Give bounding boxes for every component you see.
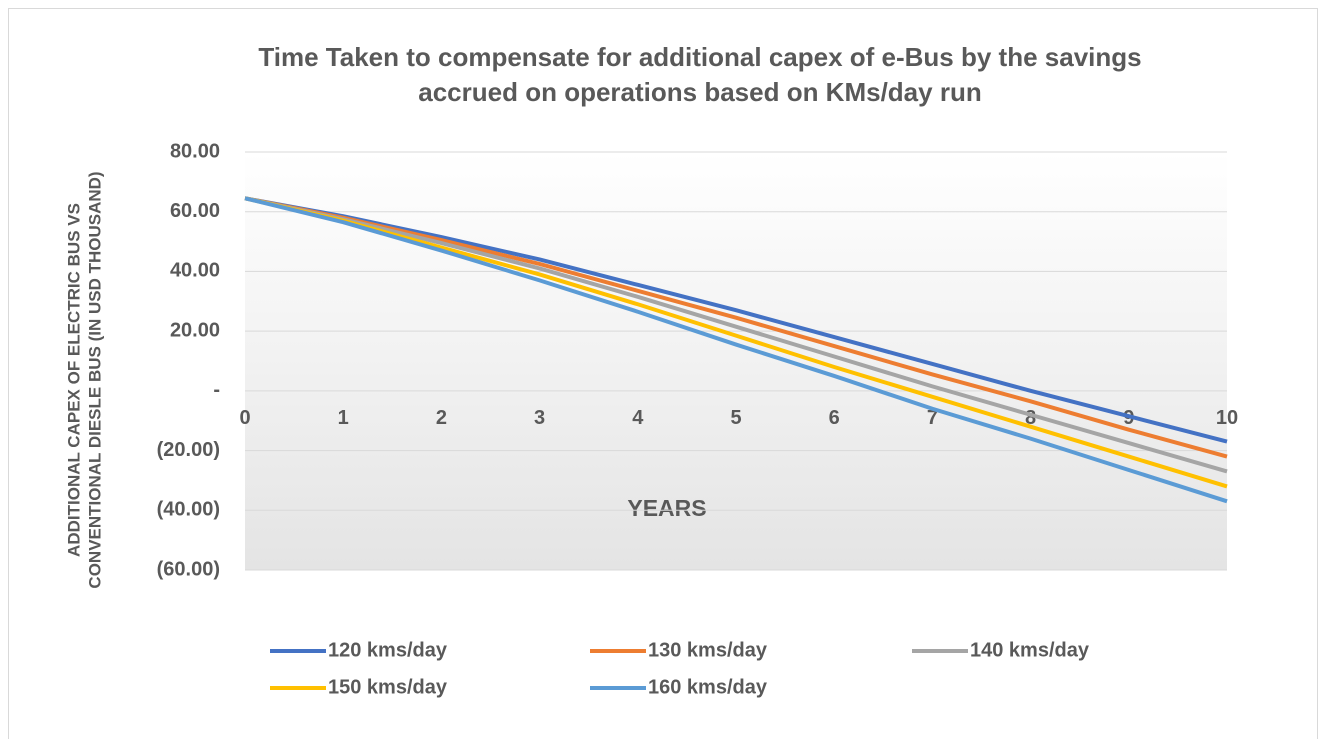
x-tick-label: 7 [927,407,938,429]
legend-label: 140 kms/day [970,639,1090,661]
legend-label: 160 kms/day [648,676,768,698]
y-tick-label: 80.00 [170,140,220,162]
x-tick-label: 4 [632,407,644,429]
series-line [244,196,1228,489]
x-tick-label: 10 [1216,407,1238,429]
y-tick-label: (40.00) [157,499,220,521]
y-tick-label: 20.00 [170,319,220,341]
y-tick-label: - [213,379,220,401]
series-line [244,196,1228,504]
y-tick-label: (60.00) [157,558,220,580]
legend-label: 150 kms/day [328,676,448,698]
x-tick-label: 3 [534,407,545,429]
chart-title: accrued on operations based on KMs/day r… [418,77,981,107]
x-tick-label: 0 [239,407,250,429]
x-tick-label: 6 [829,407,840,429]
series-line [244,196,1228,459]
legend-label: 120 kms/day [328,639,448,661]
y-axis-title: ADDITIONAL CAPEX OF ELECTRIC BUS VS [64,203,83,557]
x-tick-label: 2 [436,407,447,429]
series-line [244,196,1228,444]
legend-label: 130 kms/day [648,639,768,661]
x-tick-label: 1 [338,407,349,429]
y-axis-title: CONVENTIONAL DIESLE BUS (IN USD THOUSAND… [85,171,104,588]
y-tick-label: 60.00 [170,200,220,222]
series-line [244,196,1228,474]
x-tick-label: 8 [1025,407,1036,429]
y-tick-label: 40.00 [170,260,220,282]
chart-title: Time Taken to compensate for additional … [258,42,1141,72]
y-tick-label: (20.00) [157,439,220,461]
x-axis-title: YEARS [627,495,706,521]
plot-area [245,152,1227,570]
x-tick-label: 5 [730,407,741,429]
